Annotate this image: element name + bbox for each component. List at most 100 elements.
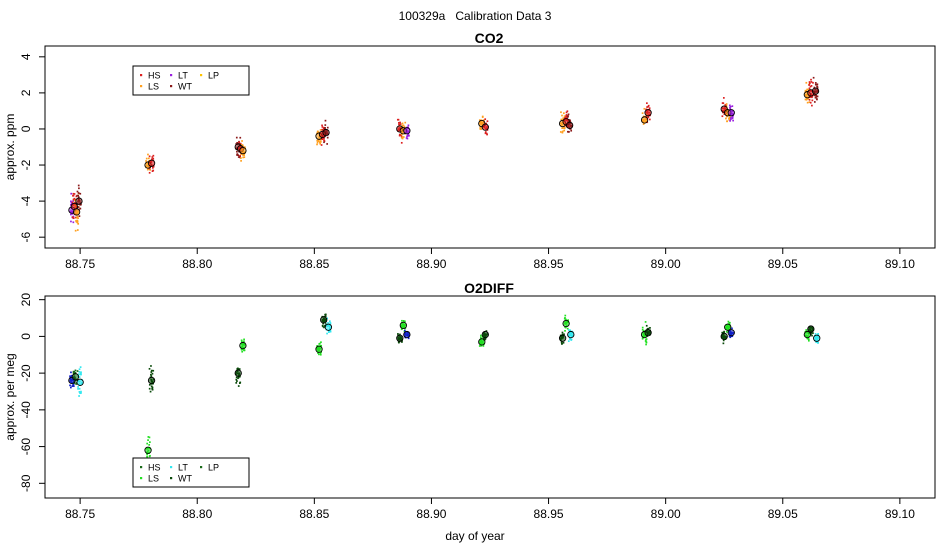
o2diff-point-wt xyxy=(645,324,648,327)
co2-point-ls xyxy=(641,112,644,115)
co2-point-hs xyxy=(810,85,813,87)
co2-point-ls xyxy=(242,154,244,156)
co2-point-hs xyxy=(398,121,400,124)
co2-point-wt xyxy=(324,119,327,122)
co2-point-lt xyxy=(729,104,731,107)
co2-point-hs xyxy=(647,104,650,107)
o2diff-point-wt xyxy=(722,342,725,345)
co2-point-hs xyxy=(646,106,648,108)
o2diff-x-tick-label: 88.95 xyxy=(534,507,564,521)
o2diff-mean-wt xyxy=(644,329,652,337)
o2diff-point-wt xyxy=(563,333,565,336)
co2-point-ls xyxy=(76,220,79,223)
o2diff-point-ls xyxy=(148,436,151,439)
o2diff-point-ls xyxy=(564,326,567,329)
o2diff-point-hs xyxy=(74,369,77,372)
co2-point-lt xyxy=(70,192,73,195)
co2-point-wt xyxy=(77,192,80,194)
o2diff-point-ls xyxy=(243,338,245,341)
o2diff-y-axis-label: approx. per meg xyxy=(3,353,17,440)
o2diff-point-ls xyxy=(480,334,482,337)
co2-point-hs xyxy=(721,115,724,118)
co2-point-lt xyxy=(729,120,731,122)
co2-point-ls xyxy=(808,101,811,103)
co2-point-lt xyxy=(71,213,74,215)
co2-x-tick-label: 89.00 xyxy=(651,257,681,271)
o2diff-point-wt xyxy=(150,385,153,388)
co2-means xyxy=(68,87,820,216)
co2-point-hs xyxy=(810,81,813,83)
o2diff-point-wt xyxy=(235,376,238,379)
co2-point-hs xyxy=(151,158,153,160)
o2diff-point-lt xyxy=(79,366,82,368)
co2-mean-wt xyxy=(811,87,820,95)
o2diff-mean-ls xyxy=(803,330,812,339)
o2diff-point-dk xyxy=(70,374,73,377)
co2-point-hs xyxy=(398,133,401,136)
co2-legend-label-lp: LP xyxy=(208,71,219,81)
o2diff-point-ls xyxy=(807,339,810,342)
co2-point-hs xyxy=(323,139,325,141)
co2-point-ls xyxy=(243,154,245,156)
co2-mean-lt xyxy=(727,109,735,117)
co2-point-ls xyxy=(319,140,322,143)
co2-point-wt xyxy=(323,141,325,144)
o2diff-point-ls xyxy=(319,352,322,355)
co2-point-hs xyxy=(152,154,155,157)
o2diff-point-lt xyxy=(78,387,81,390)
co2-point-wt xyxy=(814,83,817,86)
o2diff-point-hs xyxy=(76,379,78,382)
co2-point-lt xyxy=(729,105,732,108)
o2diff-mean-wt xyxy=(481,330,489,339)
co2-point-ls xyxy=(319,138,322,141)
co2-point-hs xyxy=(72,217,75,220)
o2diff-point-lt xyxy=(77,388,79,390)
co2-point-ls xyxy=(403,125,406,128)
o2diff-point-lt xyxy=(326,317,329,320)
co2-point-wt xyxy=(77,196,80,198)
o2diff-point-ls xyxy=(317,352,319,354)
o2diff-point-wt xyxy=(398,341,400,344)
co2-point-hs xyxy=(565,114,568,116)
co2-point-ls xyxy=(805,81,808,84)
o2diff-legend-swatch-lt xyxy=(170,466,173,469)
o2diff-point-dk xyxy=(407,337,410,340)
co2-y-tick-label: -2 xyxy=(19,159,33,170)
o2diff-x-tick-label: 88.75 xyxy=(65,507,95,521)
co2-point-ls xyxy=(561,130,564,133)
o2diff-point-wt xyxy=(810,333,812,335)
co2-point-ls xyxy=(240,157,242,159)
co2-y-tick-label: -6 xyxy=(19,232,33,243)
o2diff-point-wt xyxy=(322,325,324,328)
co2-legend-swatch-lp xyxy=(200,74,203,77)
co2-point-wt xyxy=(326,126,329,129)
o2diff-legend-label-wt: WT xyxy=(178,474,192,484)
co2-point-hs xyxy=(73,197,76,200)
o2diff-point-wt xyxy=(149,390,152,393)
co2-legend-label-ls: LS xyxy=(148,82,159,92)
co2-point-hs xyxy=(322,127,325,130)
co2-point-wt xyxy=(77,194,80,197)
o2diff-point-wt xyxy=(235,378,238,381)
co2-point-wt xyxy=(816,95,819,98)
co2-point-wt xyxy=(79,192,82,195)
o2diff-point-hs xyxy=(75,382,77,384)
o2diff-point-ls xyxy=(806,337,809,340)
co2-point-ls xyxy=(316,130,319,133)
co2-point-hs xyxy=(72,194,74,197)
co2-point-ls xyxy=(147,153,149,156)
co2-point-ls xyxy=(479,126,482,128)
co2-point-lt xyxy=(731,117,734,120)
o2diff-point-wt xyxy=(150,373,152,376)
o2diff-point-lt xyxy=(568,338,571,340)
co2-legend-box xyxy=(132,65,250,96)
o2diff-point-wt xyxy=(151,386,154,389)
co2-point-hs xyxy=(73,193,76,195)
co2-point-wt xyxy=(324,124,327,126)
co2-point-wt xyxy=(237,154,240,157)
o2diff-mean-ls xyxy=(315,345,323,353)
co2-mean-wt xyxy=(322,128,330,137)
co2-point-ls xyxy=(76,215,79,218)
o2diff-point-ls xyxy=(645,338,648,340)
o2diff-point-ls xyxy=(480,336,482,339)
